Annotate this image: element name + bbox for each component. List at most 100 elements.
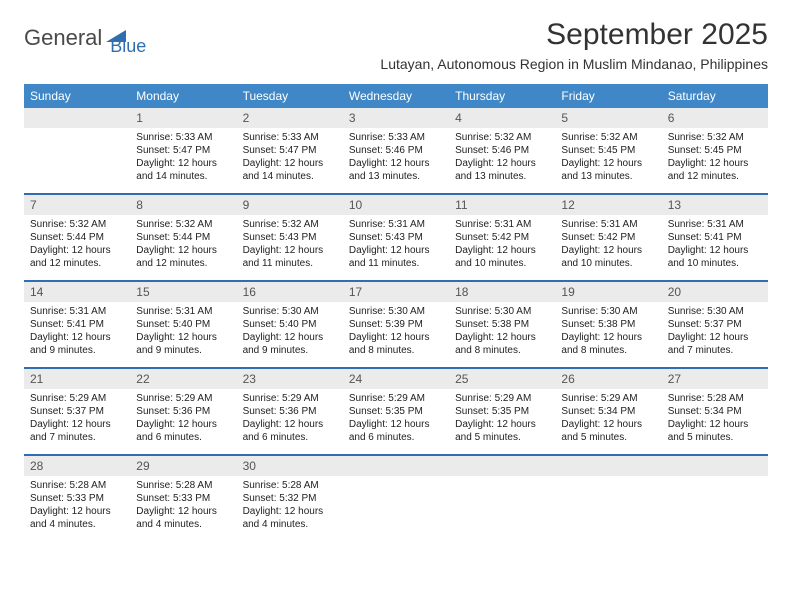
day2-text: and 6 minutes. [136, 431, 230, 444]
sunset-text: Sunset: 5:32 PM [243, 492, 337, 505]
sunrise-text: Sunrise: 5:32 AM [455, 131, 549, 144]
sunrise-text: Sunrise: 5:30 AM [668, 305, 762, 318]
day-cell: Sunrise: 5:30 AMSunset: 5:37 PMDaylight:… [662, 302, 768, 368]
day-number-row: 14151617181920 [24, 281, 768, 302]
sunrise-text: Sunrise: 5:30 AM [349, 305, 443, 318]
day-cell: Sunrise: 5:31 AMSunset: 5:42 PMDaylight:… [449, 215, 555, 281]
day-number [449, 455, 555, 476]
day-number: 2 [237, 108, 343, 128]
day-cell: Sunrise: 5:29 AMSunset: 5:37 PMDaylight:… [24, 389, 130, 455]
day1-text: Daylight: 12 hours [455, 418, 549, 431]
day-content-row: Sunrise: 5:32 AMSunset: 5:44 PMDaylight:… [24, 215, 768, 281]
sunset-text: Sunset: 5:38 PM [561, 318, 655, 331]
weekday-header: Monday [130, 84, 236, 108]
day-cell: Sunrise: 5:29 AMSunset: 5:34 PMDaylight:… [555, 389, 661, 455]
day2-text: and 8 minutes. [561, 344, 655, 357]
day-number: 14 [24, 281, 130, 302]
day-number: 25 [449, 368, 555, 389]
day-number: 15 [130, 281, 236, 302]
day-content-row: Sunrise: 5:31 AMSunset: 5:41 PMDaylight:… [24, 302, 768, 368]
day2-text: and 6 minutes. [243, 431, 337, 444]
day-number-row: 282930 [24, 455, 768, 476]
day-number: 20 [662, 281, 768, 302]
day-cell: Sunrise: 5:30 AMSunset: 5:40 PMDaylight:… [237, 302, 343, 368]
sunset-text: Sunset: 5:39 PM [349, 318, 443, 331]
day1-text: Daylight: 12 hours [349, 244, 443, 257]
day2-text: and 10 minutes. [455, 257, 549, 270]
day-number-row: 78910111213 [24, 194, 768, 215]
weekday-header-row: SundayMondayTuesdayWednesdayThursdayFrid… [24, 84, 768, 108]
day2-text: and 8 minutes. [455, 344, 549, 357]
day-number: 19 [555, 281, 661, 302]
day1-text: Daylight: 12 hours [668, 331, 762, 344]
sunrise-text: Sunrise: 5:31 AM [30, 305, 124, 318]
day-number: 29 [130, 455, 236, 476]
sunset-text: Sunset: 5:36 PM [243, 405, 337, 418]
sunrise-text: Sunrise: 5:28 AM [668, 392, 762, 405]
day-cell: Sunrise: 5:29 AMSunset: 5:35 PMDaylight:… [449, 389, 555, 455]
logo: General Blue [24, 18, 146, 57]
sunset-text: Sunset: 5:46 PM [455, 144, 549, 157]
day1-text: Daylight: 12 hours [30, 505, 124, 518]
day-number: 10 [343, 194, 449, 215]
sunrise-text: Sunrise: 5:28 AM [243, 479, 337, 492]
day-number-row: 123456 [24, 108, 768, 128]
sunrise-text: Sunrise: 5:28 AM [136, 479, 230, 492]
sunset-text: Sunset: 5:34 PM [668, 405, 762, 418]
day1-text: Daylight: 12 hours [30, 244, 124, 257]
day-cell: Sunrise: 5:32 AMSunset: 5:45 PMDaylight:… [662, 128, 768, 194]
sunrise-text: Sunrise: 5:29 AM [30, 392, 124, 405]
day1-text: Daylight: 12 hours [349, 418, 443, 431]
sunrise-text: Sunrise: 5:31 AM [136, 305, 230, 318]
day1-text: Daylight: 12 hours [243, 157, 337, 170]
day-cell: Sunrise: 5:31 AMSunset: 5:41 PMDaylight:… [24, 302, 130, 368]
weekday-header: Sunday [24, 84, 130, 108]
sunset-text: Sunset: 5:45 PM [561, 144, 655, 157]
day2-text: and 13 minutes. [561, 170, 655, 183]
day1-text: Daylight: 12 hours [455, 331, 549, 344]
day-cell: Sunrise: 5:32 AMSunset: 5:44 PMDaylight:… [130, 215, 236, 281]
day2-text: and 9 minutes. [30, 344, 124, 357]
sunset-text: Sunset: 5:34 PM [561, 405, 655, 418]
day1-text: Daylight: 12 hours [136, 157, 230, 170]
day-content-row: Sunrise: 5:33 AMSunset: 5:47 PMDaylight:… [24, 128, 768, 194]
day-cell: Sunrise: 5:29 AMSunset: 5:36 PMDaylight:… [130, 389, 236, 455]
weekday-header: Wednesday [343, 84, 449, 108]
day-number: 6 [662, 108, 768, 128]
day-number: 17 [343, 281, 449, 302]
sunset-text: Sunset: 5:42 PM [455, 231, 549, 244]
sunrise-text: Sunrise: 5:33 AM [349, 131, 443, 144]
day-number: 7 [24, 194, 130, 215]
sunrise-text: Sunrise: 5:30 AM [455, 305, 549, 318]
day2-text: and 4 minutes. [30, 518, 124, 531]
day-cell: Sunrise: 5:29 AMSunset: 5:35 PMDaylight:… [343, 389, 449, 455]
day-cell: Sunrise: 5:32 AMSunset: 5:43 PMDaylight:… [237, 215, 343, 281]
sunset-text: Sunset: 5:41 PM [668, 231, 762, 244]
sunrise-text: Sunrise: 5:33 AM [243, 131, 337, 144]
day2-text: and 12 minutes. [136, 257, 230, 270]
day2-text: and 11 minutes. [349, 257, 443, 270]
day-number: 30 [237, 455, 343, 476]
sunrise-text: Sunrise: 5:28 AM [30, 479, 124, 492]
sunrise-text: Sunrise: 5:33 AM [136, 131, 230, 144]
sunset-text: Sunset: 5:40 PM [243, 318, 337, 331]
sunrise-text: Sunrise: 5:32 AM [243, 218, 337, 231]
day2-text: and 5 minutes. [668, 431, 762, 444]
day-number: 27 [662, 368, 768, 389]
month-title: September 2025 [380, 18, 768, 52]
day1-text: Daylight: 12 hours [243, 244, 337, 257]
day2-text: and 13 minutes. [349, 170, 443, 183]
sunset-text: Sunset: 5:33 PM [30, 492, 124, 505]
day-number: 28 [24, 455, 130, 476]
day-cell: Sunrise: 5:31 AMSunset: 5:42 PMDaylight:… [555, 215, 661, 281]
day-number: 11 [449, 194, 555, 215]
title-block: September 2025 Lutayan, Autonomous Regio… [380, 18, 768, 72]
day-number: 8 [130, 194, 236, 215]
day1-text: Daylight: 12 hours [136, 244, 230, 257]
sunset-text: Sunset: 5:43 PM [349, 231, 443, 244]
sunrise-text: Sunrise: 5:31 AM [455, 218, 549, 231]
day-cell: Sunrise: 5:30 AMSunset: 5:38 PMDaylight:… [449, 302, 555, 368]
day1-text: Daylight: 12 hours [243, 331, 337, 344]
day-number: 5 [555, 108, 661, 128]
day2-text: and 12 minutes. [668, 170, 762, 183]
